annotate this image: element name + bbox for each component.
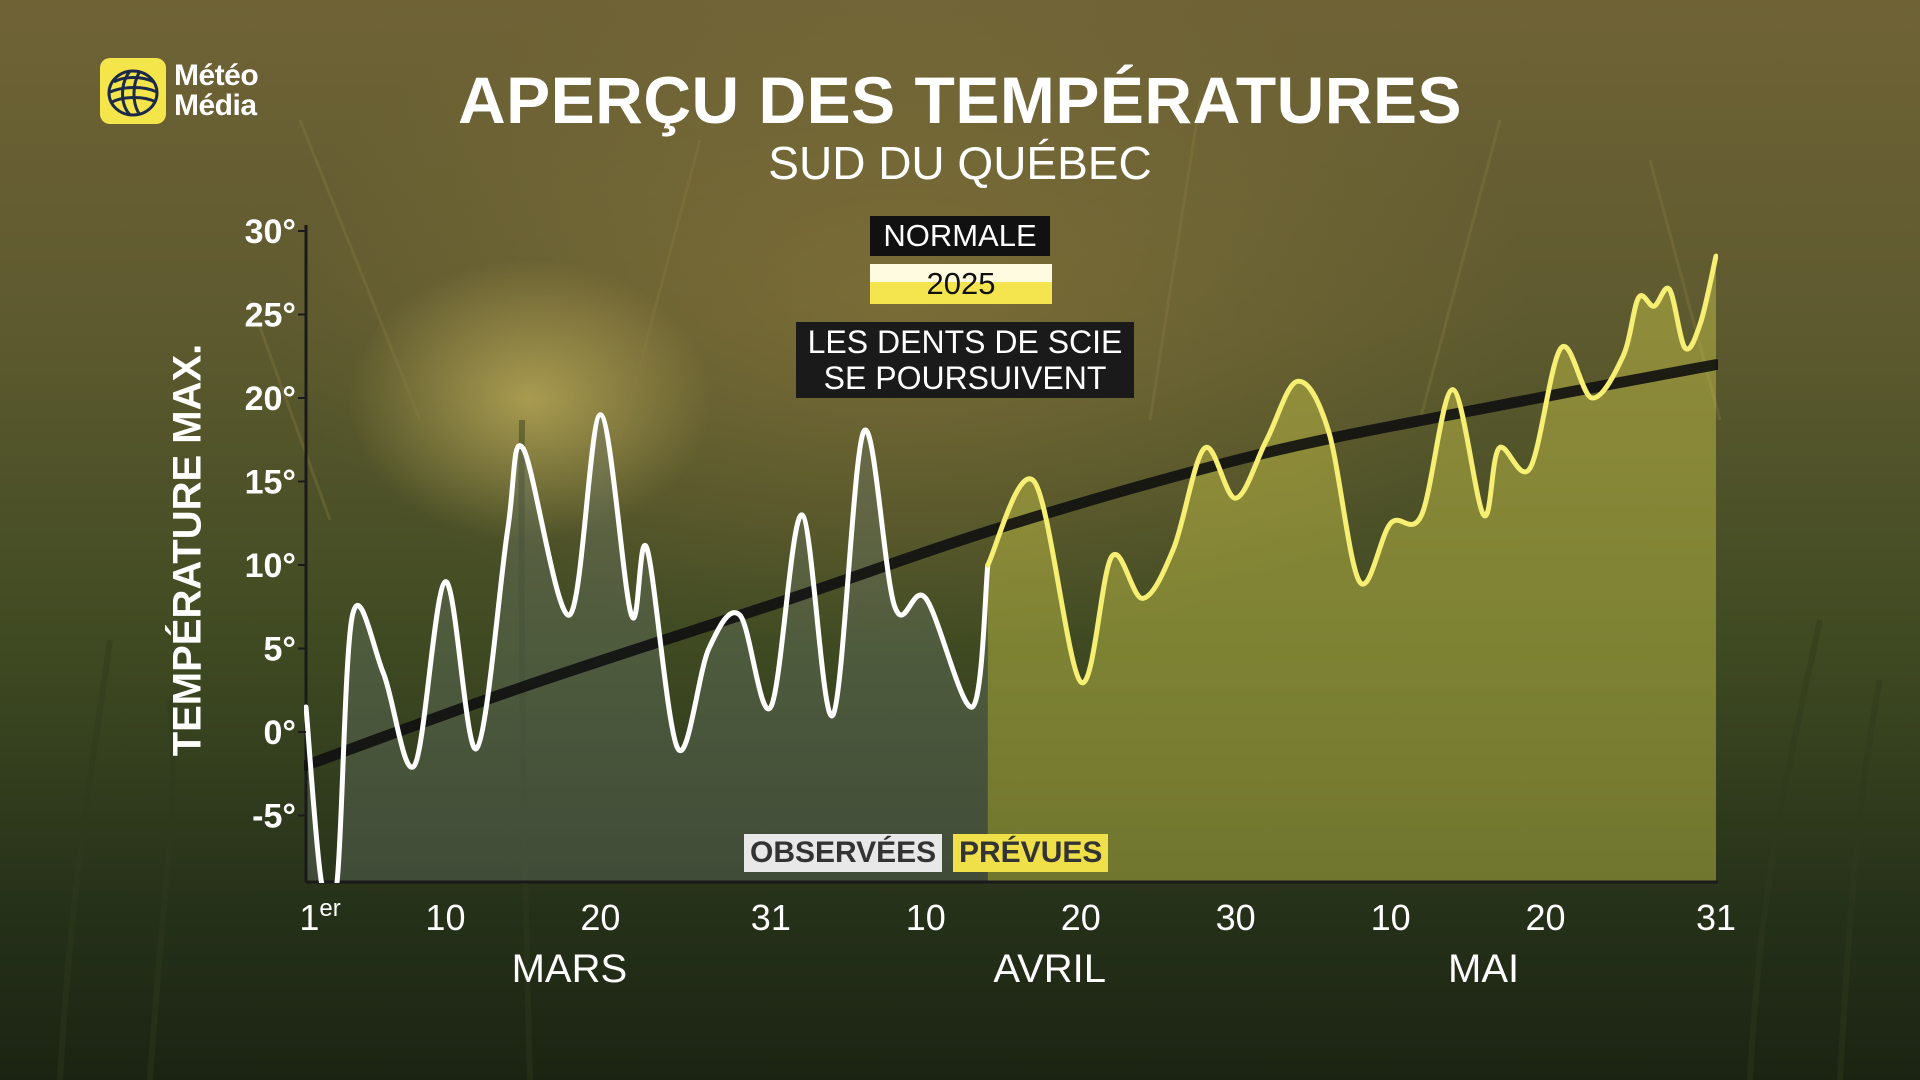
y-tick-label: 30° (245, 213, 296, 251)
globe-icon (100, 58, 166, 124)
y-tick-label: 10° (245, 547, 296, 585)
y-tick-label: 25° (245, 297, 296, 335)
legend-note-line2: SE POURSUIVENT (823, 360, 1107, 396)
month-label: MAI (1448, 947, 1519, 991)
chart-title: APERÇU DES TEMPÉRATURES (457, 63, 1463, 137)
month-label: MARS (512, 947, 628, 991)
forecast-tag: PRÉVUES (953, 834, 1109, 872)
month-label: AVRIL (993, 947, 1106, 991)
y-tick-label: 0° (263, 714, 296, 752)
y-tick-label: 15° (245, 464, 296, 502)
chart-subtitle: SUD DU QUÉBEC (768, 137, 1152, 189)
x-tick-label: 20 (1061, 897, 1101, 938)
y-tick-label: 20° (245, 380, 296, 418)
legend-note: LES DENTS DE SCIE SE POURSUIVENT (796, 322, 1134, 398)
logo-line2: Média (174, 89, 257, 122)
meteomedia-logo: Météo Média (100, 58, 259, 124)
x-tick-label: 31 (1696, 897, 1736, 938)
x-tick-label: 31 (751, 897, 791, 938)
y-tick-label: 5° (263, 631, 296, 669)
legend-note-line1: LES DENTS DE SCIE (807, 324, 1123, 360)
legend-2025: 2025 (870, 264, 1052, 304)
x-tick-label: 10 (1371, 897, 1411, 938)
legend-normal: NORMALE (870, 216, 1050, 256)
x-tick-superscript: er (319, 895, 340, 922)
forecast-area (987, 256, 1716, 883)
x-tick-label: 10 (425, 897, 465, 938)
x-tick-label: 1er (299, 895, 340, 938)
y-tick-label: -5° (252, 798, 296, 836)
observed-tag: OBSERVÉES (744, 834, 943, 872)
x-tick-label: 10 (906, 897, 946, 938)
x-tick-label: 20 (1526, 897, 1566, 938)
logo-line1: Météo (174, 59, 259, 92)
x-tick-label: 20 (580, 897, 620, 938)
x-tick-label: 30 (1216, 897, 1256, 938)
forecast-series-line (985, 253, 1718, 685)
logo-text: Météo Média (174, 59, 259, 122)
observed-series-line (304, 412, 991, 883)
